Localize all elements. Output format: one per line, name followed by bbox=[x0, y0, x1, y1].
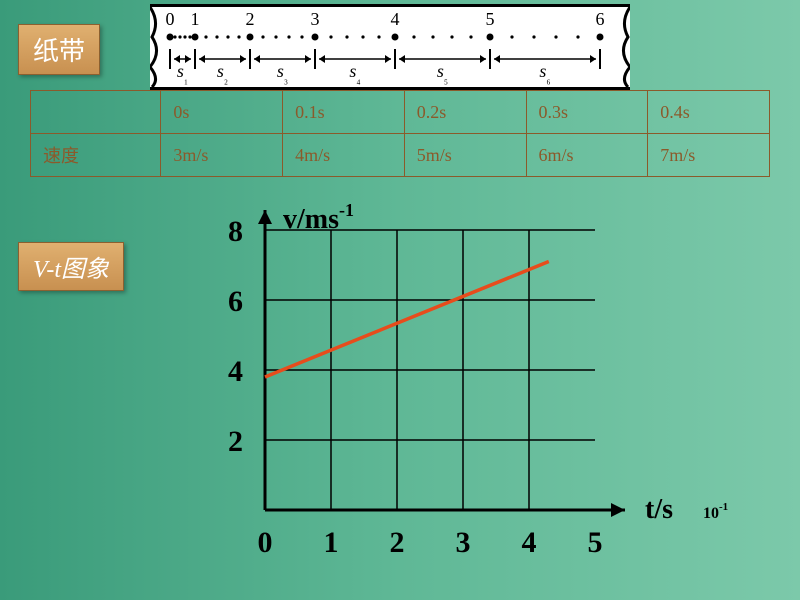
svg-text:10-1: 10-1 bbox=[703, 501, 728, 522]
svg-text:8: 8 bbox=[228, 215, 243, 248]
svg-text:2: 2 bbox=[246, 9, 255, 29]
svg-text:4: 4 bbox=[522, 526, 537, 559]
svg-text:t/s: t/s bbox=[645, 494, 673, 525]
svg-text:4: 4 bbox=[391, 9, 400, 29]
svg-text:6: 6 bbox=[596, 9, 605, 29]
table-cell: 6m/s bbox=[526, 134, 648, 177]
svg-text:1: 1 bbox=[324, 526, 339, 559]
svg-text:s₆: s₆ bbox=[539, 61, 550, 85]
table-cell: 0.1s bbox=[283, 91, 405, 134]
velocity-table: 0s 0.1s 0.2s 0.3s 0.4s 速度 3m/s 4m/s 5m/s… bbox=[30, 90, 770, 177]
svg-text:6: 6 bbox=[228, 285, 243, 318]
svg-text:s₄: s₄ bbox=[349, 61, 360, 85]
svg-text:5: 5 bbox=[588, 526, 603, 559]
svg-text:1: 1 bbox=[191, 9, 200, 29]
tape-badge: 纸带 bbox=[18, 24, 100, 75]
table-cell: 0.3s bbox=[526, 91, 648, 134]
table-cell bbox=[31, 91, 161, 134]
svg-text:3: 3 bbox=[311, 9, 320, 29]
table-cell: 0s bbox=[161, 91, 283, 134]
graph-badge: V-t图象 bbox=[18, 242, 124, 291]
table-cell: 7m/s bbox=[648, 134, 770, 177]
svg-text:4: 4 bbox=[228, 355, 243, 388]
svg-text:s₃: s₃ bbox=[277, 61, 288, 85]
table-row: 速度 3m/s 4m/s 5m/s 6m/s 7m/s bbox=[31, 134, 770, 177]
table-cell: 0.2s bbox=[404, 91, 526, 134]
table-cell-label: 速度 bbox=[31, 134, 161, 177]
svg-text:2: 2 bbox=[228, 425, 243, 458]
table-row: 0s 0.1s 0.2s 0.3s 0.4s bbox=[31, 91, 770, 134]
table-cell: 0.4s bbox=[648, 91, 770, 134]
svg-text:s₅: s₅ bbox=[437, 61, 448, 85]
tape-diagram: 01 2 3 4 5 6 s₁ s₂ s₃ s₄ s₅ s₆ bbox=[150, 4, 630, 90]
svg-text:s₂: s₂ bbox=[217, 61, 228, 85]
svg-text:3: 3 bbox=[456, 526, 471, 559]
svg-text:5: 5 bbox=[486, 9, 495, 29]
table-cell: 5m/s bbox=[404, 134, 526, 177]
table-cell: 4m/s bbox=[283, 134, 405, 177]
svg-text:2: 2 bbox=[390, 526, 405, 559]
vt-chart: 0123452468v/ms-1t/s10-1 bbox=[180, 200, 740, 590]
svg-text:0: 0 bbox=[258, 526, 273, 559]
svg-text:0: 0 bbox=[166, 9, 175, 29]
svg-text:s₁: s₁ bbox=[177, 61, 188, 85]
table-cell: 3m/s bbox=[161, 134, 283, 177]
